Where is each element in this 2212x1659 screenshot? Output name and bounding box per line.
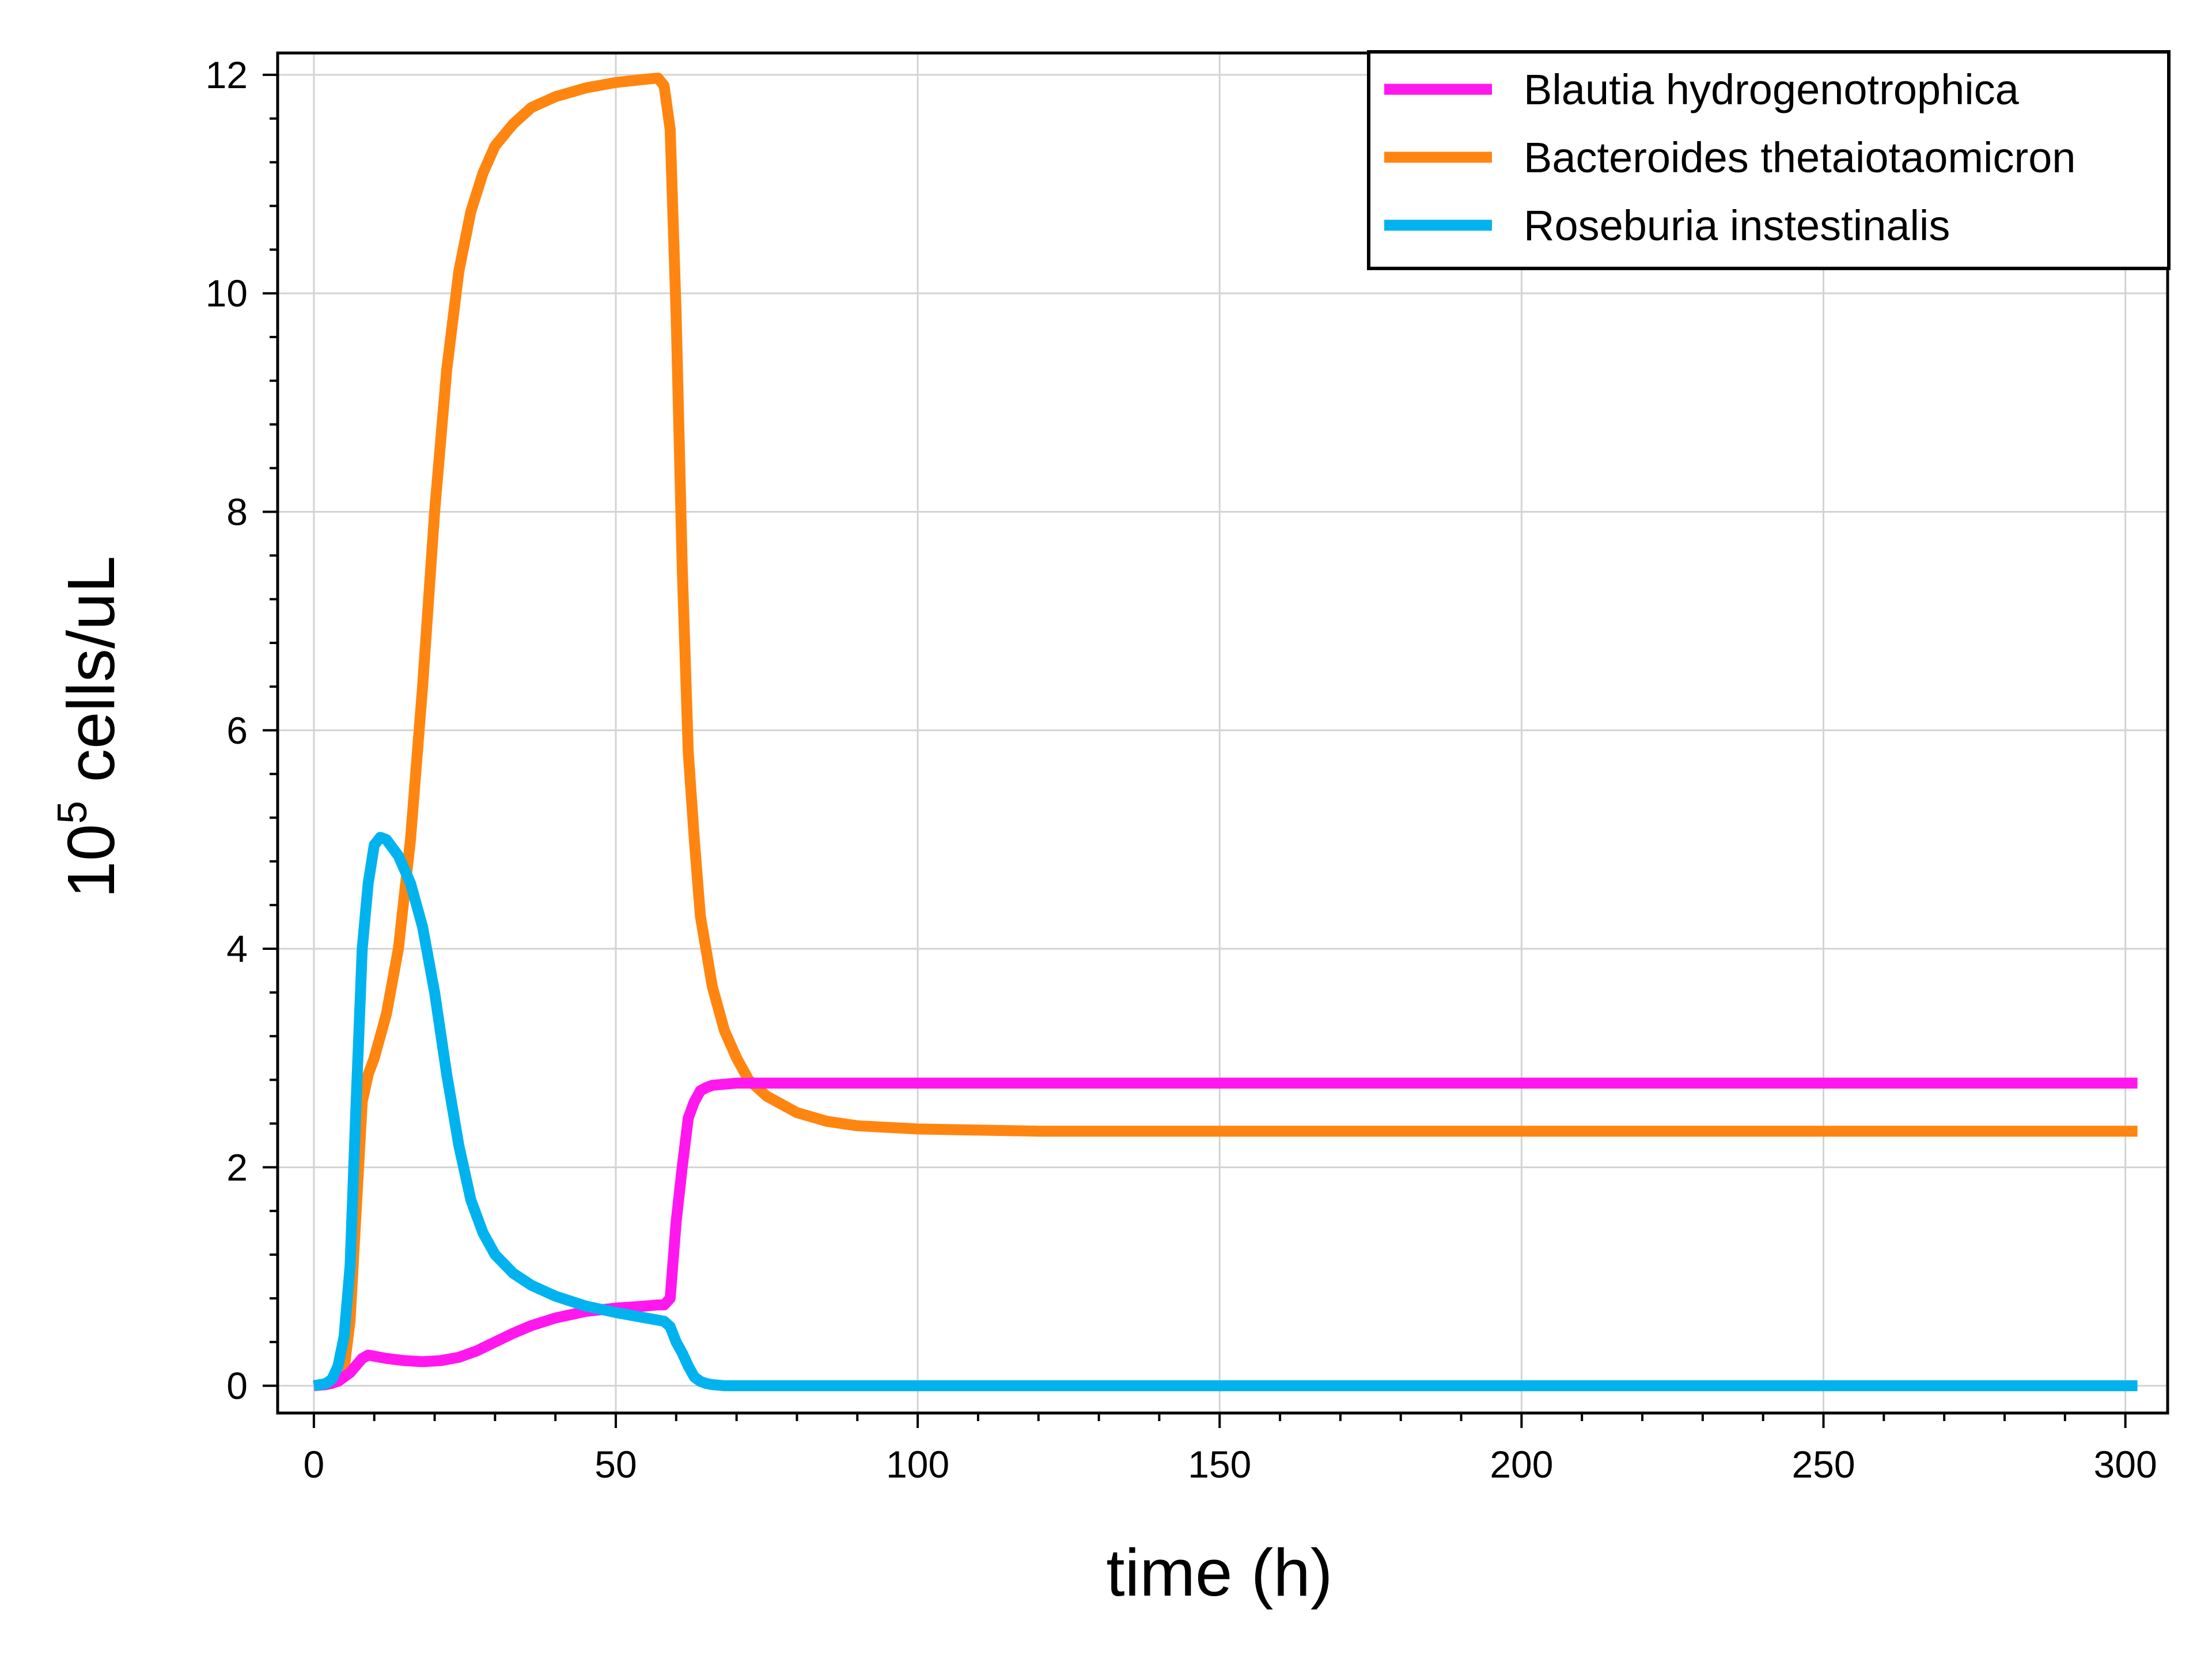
series-line-bacteroides [313,73,2138,1392]
y-tick-label: 2 [226,1146,248,1188]
legend: Blautia hydrogenotrophica Bacteroides th… [1367,50,2171,270]
svg-text:105 cells/uL: 105 cells/uL [50,556,128,899]
plot-frame [276,51,2169,1415]
x-tick-label: 250 [1791,1443,1855,1486]
y-axis-title-rest: cells/uL [54,556,128,801]
y-tick-label: 4 [226,927,248,970]
x-tick-label: 100 [886,1443,949,1486]
y-tick-label: 0 [226,1365,248,1407]
y-tick-label: 10 [206,272,248,315]
x-tick-label: 300 [2094,1443,2157,1486]
x-axis-title: time (h) [1106,1535,1332,1610]
axis-ticks [263,73,2127,1428]
x-tick-labels: 0 50 100 150 200 250 300 [304,1443,2157,1486]
x-tick-label: 150 [1188,1443,1251,1486]
y-tick-label: 6 [226,709,248,752]
legend-label-blautia: Blautia hydrogenotrophica [1524,66,2020,113]
series-lines [313,73,2138,1392]
x-tick-label: 0 [304,1443,325,1486]
legend-label-bacteroides: Bacteroides thetaiotaomicron [1524,134,2075,181]
y-axis-title-exponent: 5 [50,801,96,824]
x-tick-label: 200 [1490,1443,1553,1486]
y-axis-title-base: 10 [54,824,128,898]
series-line-blautia [313,1077,2138,1392]
x-tick-label: 50 [594,1443,637,1486]
legend-label-roseburia: Roseburia instestinalis [1524,202,1950,249]
series-line-roseburia [313,832,2138,1392]
legend-box [1367,50,2171,270]
gridlines [278,53,2168,1413]
y-tick-label: 8 [226,490,248,533]
y-tick-labels: 0 2 4 6 8 10 12 [206,54,248,1407]
y-axis-title: 105 cells/uL [50,556,128,899]
y-tick-label: 12 [206,54,248,96]
